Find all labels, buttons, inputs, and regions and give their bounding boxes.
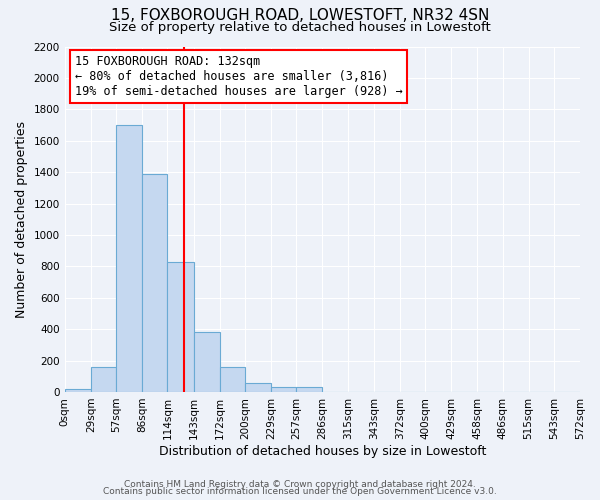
Bar	[91, 367, 116, 392]
Bar	[142, 174, 167, 392]
Bar	[271, 387, 296, 392]
Y-axis label: Number of detached properties: Number of detached properties	[15, 120, 28, 318]
Text: Size of property relative to detached houses in Lowestoft: Size of property relative to detached ho…	[109, 21, 491, 34]
Bar	[245, 382, 271, 392]
Text: Contains public sector information licensed under the Open Government Licence v3: Contains public sector information licen…	[103, 487, 497, 496]
Bar	[116, 125, 142, 392]
Bar	[65, 389, 91, 392]
Bar	[167, 262, 193, 392]
Text: 15, FOXBOROUGH ROAD, LOWESTOFT, NR32 4SN: 15, FOXBOROUGH ROAD, LOWESTOFT, NR32 4SN	[111, 8, 489, 22]
Bar	[296, 387, 322, 392]
X-axis label: Distribution of detached houses by size in Lowestoft: Distribution of detached houses by size …	[158, 444, 486, 458]
Text: Contains HM Land Registry data © Crown copyright and database right 2024.: Contains HM Land Registry data © Crown c…	[124, 480, 476, 489]
Text: 15 FOXBOROUGH ROAD: 132sqm
← 80% of detached houses are smaller (3,816)
19% of s: 15 FOXBOROUGH ROAD: 132sqm ← 80% of deta…	[75, 55, 403, 98]
Bar	[193, 332, 220, 392]
Bar	[220, 367, 245, 392]
